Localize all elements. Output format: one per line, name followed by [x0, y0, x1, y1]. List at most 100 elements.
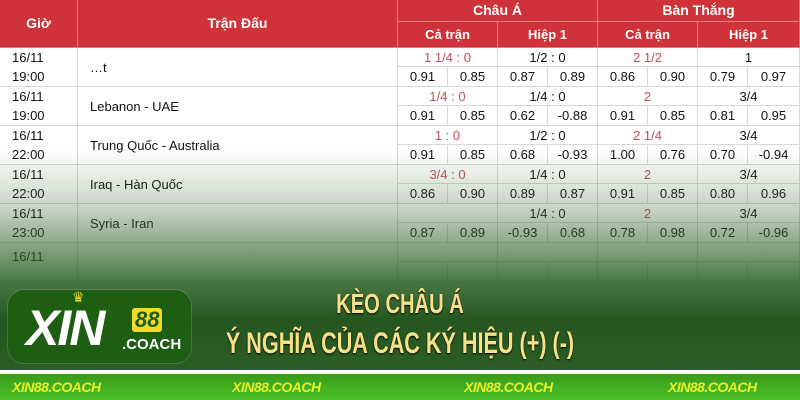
- odds-cell: [398, 262, 448, 282]
- odds-cell: [498, 262, 548, 282]
- match-date: 16/11: [12, 89, 44, 104]
- time-cell: 16/11: [0, 243, 78, 282]
- odds-cell: 0.89: [498, 184, 548, 204]
- handicap-cell: 1/4 : 0: [398, 87, 498, 106]
- odds-cell: 0.72: [698, 223, 748, 243]
- odds-cell: -0.88: [548, 106, 598, 126]
- handicap-cell: 1 : 0: [398, 126, 498, 145]
- handicap-cell: [398, 243, 498, 262]
- handicap-cell: [398, 204, 498, 223]
- odds-cell: -0.94: [748, 145, 800, 165]
- header-sub: Hiệp 1: [698, 22, 800, 48]
- odds-cell: [748, 262, 800, 282]
- crown-icon: ♛: [72, 289, 85, 305]
- banner-subtitle: Ý NGHĨA CỦA CÁC KÝ HIỆU (+) (-): [225, 327, 575, 360]
- match-time: 19:00: [12, 108, 45, 123]
- handicap-cell: 2: [598, 165, 698, 184]
- header-sub: Cả trận: [598, 22, 698, 48]
- handicap-cell: 3/4 : 0: [398, 165, 498, 184]
- odds-cell: 0.87: [398, 223, 448, 243]
- match-name: [78, 243, 398, 282]
- logo-number: 88: [132, 308, 163, 332]
- odds-cell: 0.89: [548, 67, 598, 87]
- odds-cell: 0.62: [498, 106, 548, 126]
- odds-cell: 0.79: [698, 67, 748, 87]
- header-sub: Cả trận: [398, 22, 498, 48]
- odds-cell: 0.91: [398, 145, 448, 165]
- match-time: 22:00: [12, 147, 45, 162]
- match-name: …t: [78, 48, 398, 87]
- odds-cell: 0.70: [698, 145, 748, 165]
- odds-cell: 0.85: [648, 106, 698, 126]
- header-goals: Bàn Thắng: [598, 0, 800, 22]
- odds-cell: 0.90: [648, 67, 698, 87]
- odds-cell: 0.95: [748, 106, 800, 126]
- match-name: Trung Quốc - Australia: [78, 126, 398, 165]
- odds-cell: 0.76: [648, 145, 698, 165]
- odds-cell: 0.87: [548, 184, 598, 204]
- odds-cell: [648, 262, 698, 282]
- odds-cell: 0.86: [398, 184, 448, 204]
- match-name: Lebanon - UAE: [78, 87, 398, 126]
- handicap-cell: [498, 243, 598, 262]
- odds-cell: [548, 262, 598, 282]
- odds-cell: -0.93: [548, 145, 598, 165]
- header-time: Giờ: [0, 0, 78, 48]
- odds-cell: 0.89: [448, 223, 498, 243]
- header-asian: Châu Á: [398, 0, 598, 22]
- odds-cell: 0.68: [548, 223, 598, 243]
- match-date: 16/11: [12, 50, 44, 65]
- match-name: Iraq - Hàn Quốc: [78, 165, 398, 204]
- time-cell: 16/11 19:00: [0, 87, 78, 126]
- odds-cell: 0.68: [498, 145, 548, 165]
- logo-text: XIN: [26, 300, 105, 356]
- handicap-cell: 1 1/4 : 0: [398, 48, 498, 67]
- footer-strip: XIN88.COACH XIN88.COACH XIN88.COACH XIN8…: [0, 374, 800, 400]
- header-match: Trận Đấu: [78, 0, 398, 48]
- odds-cell: 0.91: [598, 184, 648, 204]
- odds-cell: 0.98: [648, 223, 698, 243]
- time-cell: 16/11 22:00: [0, 126, 78, 165]
- divider: [0, 370, 800, 374]
- odds-cell: [448, 262, 498, 282]
- handicap-cell: 3/4: [698, 165, 800, 184]
- time-cell: 16/11 22:00: [0, 165, 78, 204]
- odds-cell: 0.85: [648, 184, 698, 204]
- odds-cell: 0.87: [498, 67, 548, 87]
- odds-cell: 0.86: [598, 67, 648, 87]
- handicap-cell: 3/4: [698, 126, 800, 145]
- handicap-cell: [698, 243, 800, 262]
- odds-cell: 0.96: [748, 184, 800, 204]
- match-time: 23:00: [12, 225, 45, 240]
- banner-title: KÈO CHÂU Á: [336, 288, 464, 319]
- header-sub: Hiệp 1: [498, 22, 598, 48]
- match-date: 16/11: [12, 128, 44, 143]
- match-date: 16/11: [12, 248, 44, 264]
- odds-cell: 0.91: [598, 106, 648, 126]
- handicap-cell: 1/2 : 0: [498, 48, 598, 67]
- time-cell: 16/11 23:00: [0, 204, 78, 243]
- handicap-cell: 1/4 : 0: [498, 204, 598, 223]
- handicap-cell: 2 1/4: [598, 126, 698, 145]
- match-date: 16/11: [12, 206, 44, 221]
- odds-cell: -0.96: [748, 223, 800, 243]
- handicap-cell: 2: [598, 204, 698, 223]
- match-name: Syria - Iran: [78, 204, 398, 243]
- footer-brand: XIN88.COACH: [668, 379, 757, 395]
- odds-cell: 0.91: [398, 106, 448, 126]
- odds-cell: 0.80: [698, 184, 748, 204]
- handicap-cell: [598, 243, 698, 262]
- odds-cell: 0.85: [448, 106, 498, 126]
- odds-cell: 0.81: [698, 106, 748, 126]
- odds-cell: -0.93: [498, 223, 548, 243]
- match-date: 16/11: [12, 167, 44, 182]
- odds-cell: 0.90: [448, 184, 498, 204]
- odds-cell: 0.97: [748, 67, 800, 87]
- odds-cell: [698, 262, 748, 282]
- handicap-cell: 2 1/2: [598, 48, 698, 67]
- handicap-cell: 1/4 : 0: [498, 165, 598, 184]
- time-cell: 16/11 19:00: [0, 48, 78, 87]
- odds-cell: 0.78: [598, 223, 648, 243]
- odds-cell: 1.00: [598, 145, 648, 165]
- footer-brand: XIN88.COACH: [232, 379, 321, 395]
